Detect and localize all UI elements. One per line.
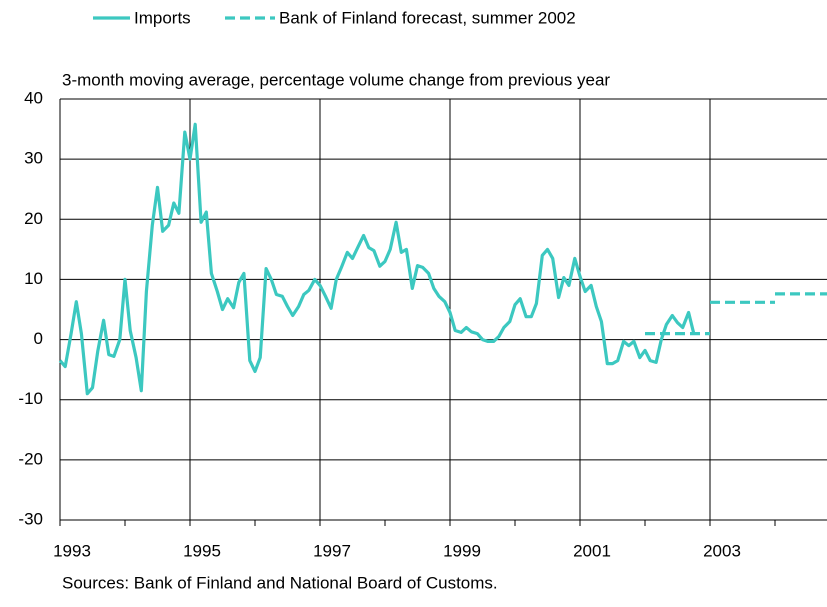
- x-tick-label: 2003: [703, 541, 741, 560]
- source-note: Sources: Bank of Finland and National Bo…: [62, 573, 498, 592]
- x-tick-label: 1993: [53, 541, 91, 560]
- x-tick-label: 1995: [183, 541, 221, 560]
- y-tick-label: -30: [18, 509, 43, 528]
- legend-label: Imports: [134, 8, 191, 27]
- y-tick-label: 20: [24, 209, 43, 228]
- y-tick-label: 40: [24, 88, 43, 107]
- y-tick-label: 10: [24, 269, 43, 288]
- y-tick-label: -10: [18, 389, 43, 408]
- x-tick-label: 1999: [443, 541, 481, 560]
- x-tick-label: 1997: [313, 541, 351, 560]
- legend-label: Bank of Finland forecast, summer 2002: [279, 8, 576, 27]
- x-tick-label: 2001: [573, 541, 611, 560]
- chart-subtitle: 3-month moving average, percentage volum…: [62, 70, 610, 89]
- y-tick-label: -20: [18, 449, 43, 468]
- y-tick-label: 30: [24, 149, 43, 168]
- series-line: [58, 122, 696, 396]
- series-line: [645, 292, 827, 336]
- y-tick-label: 0: [34, 329, 43, 348]
